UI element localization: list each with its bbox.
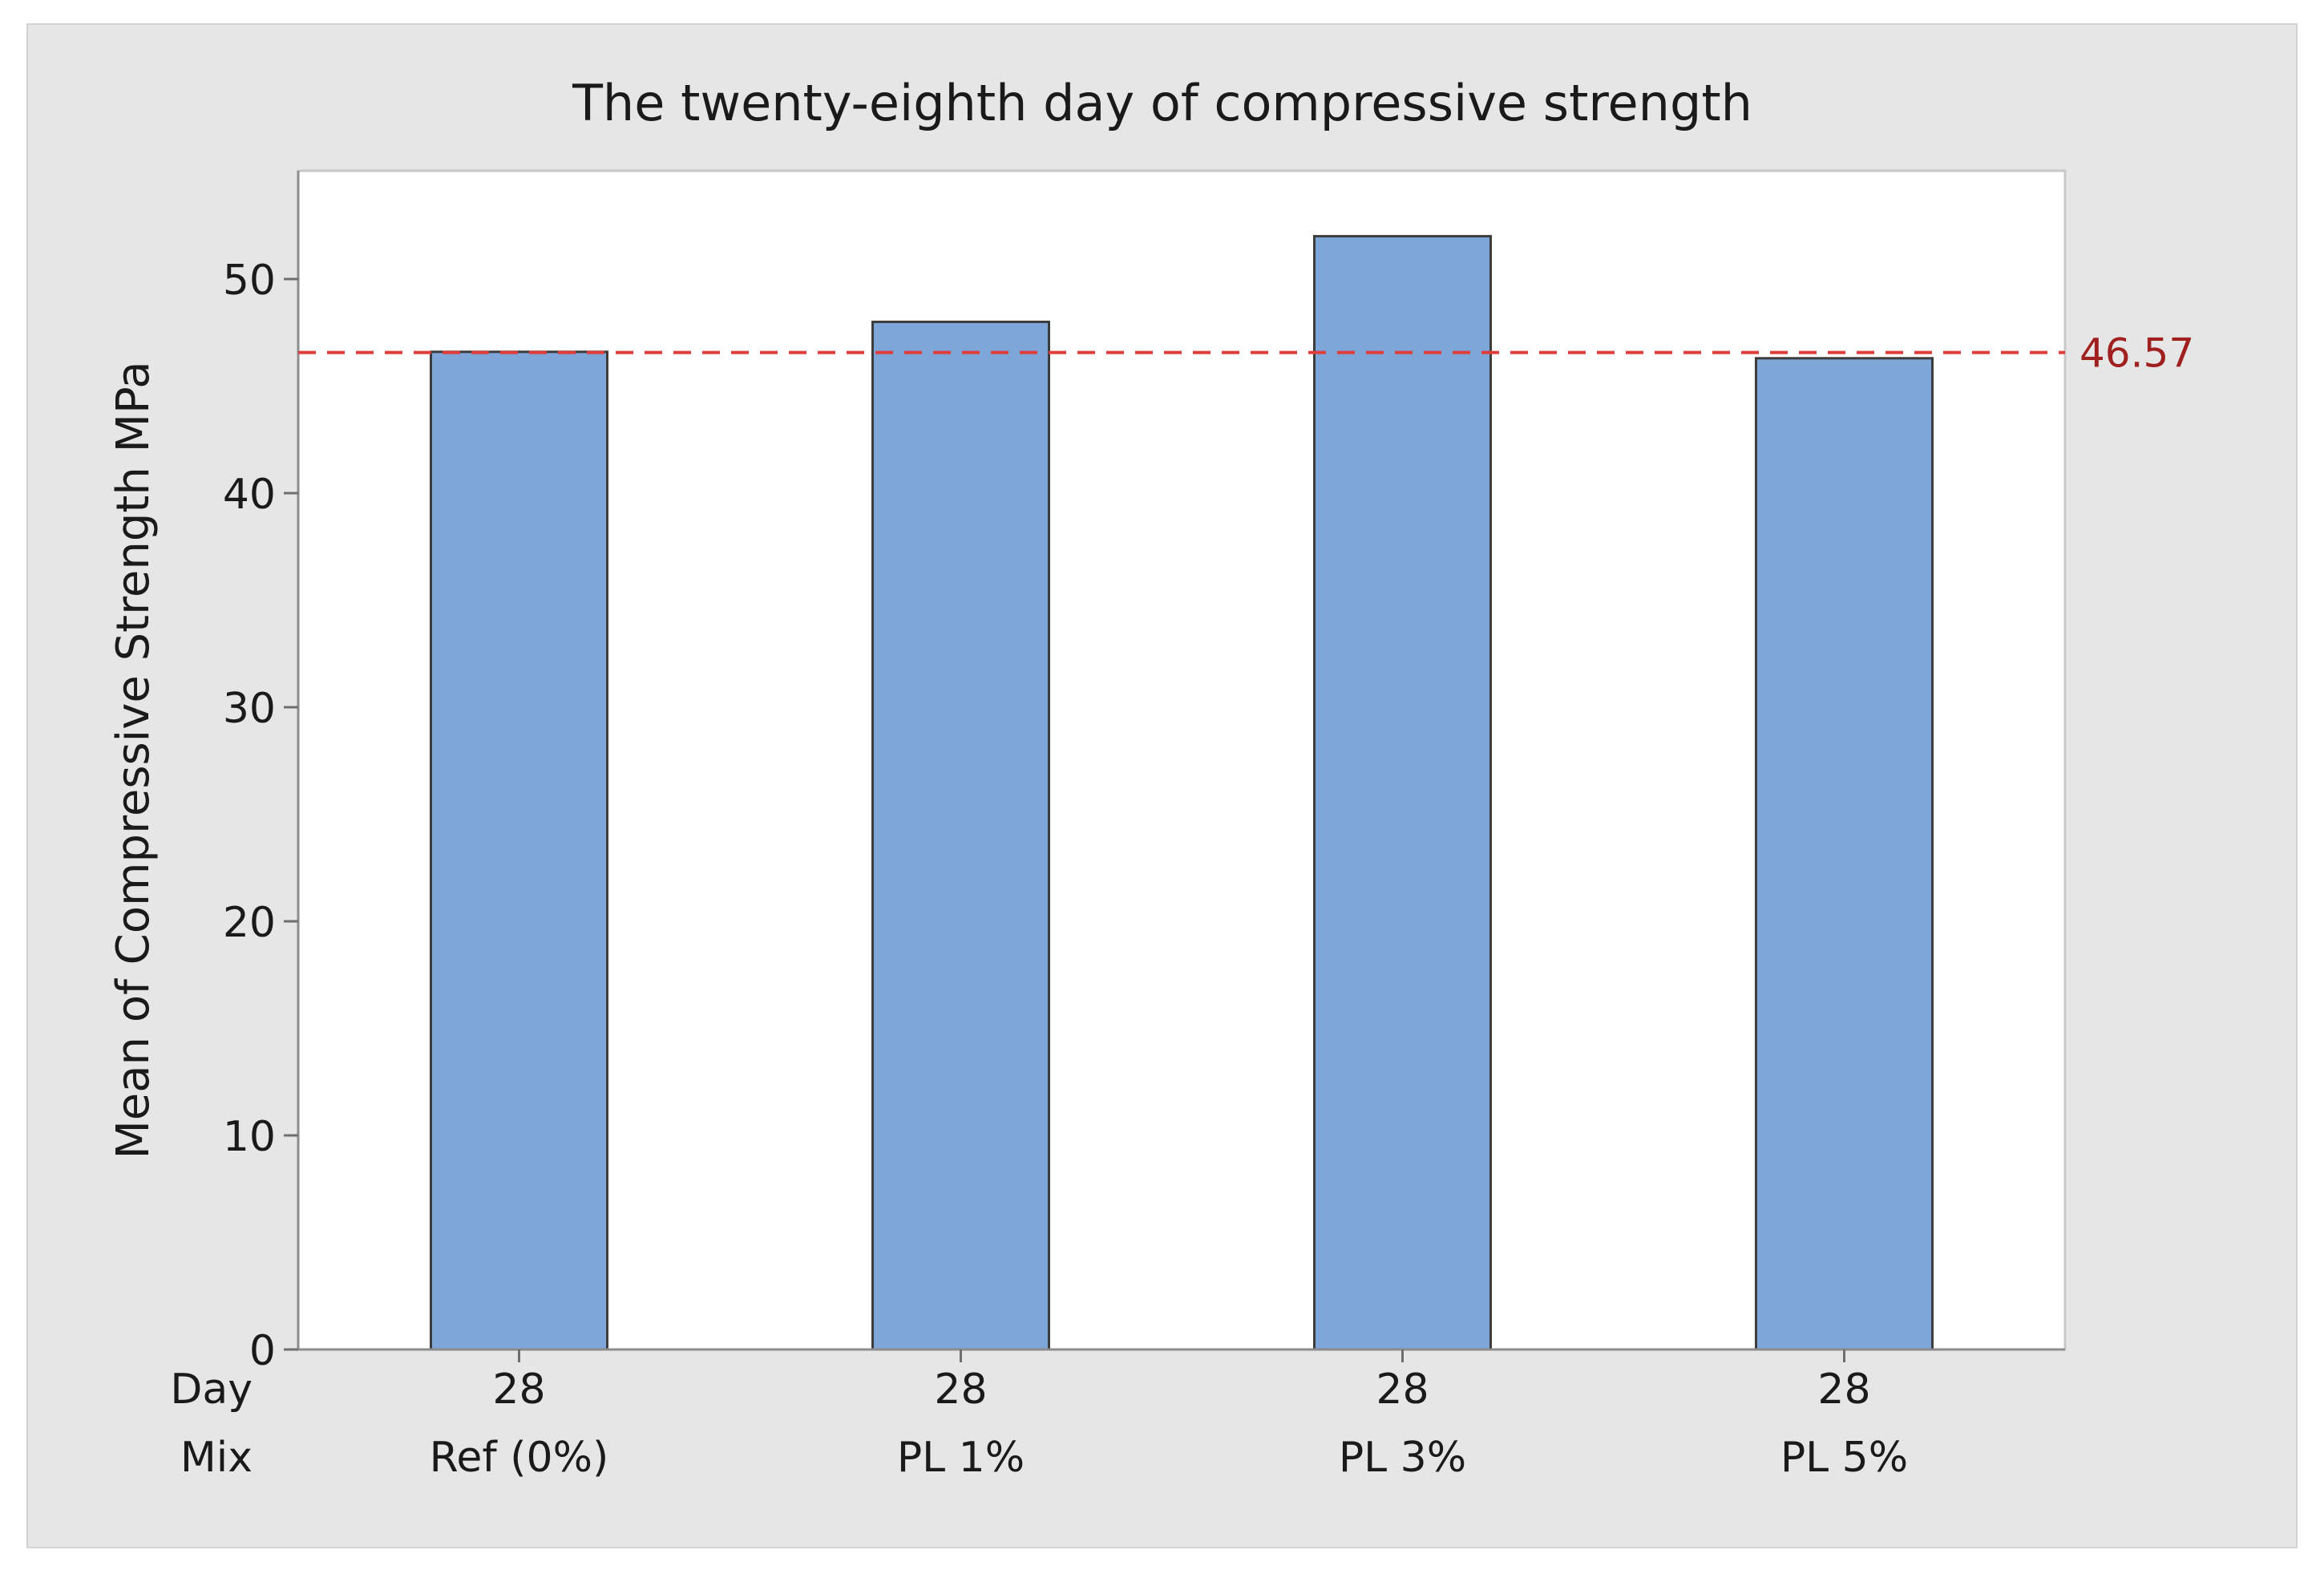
x-tick-label-mix: PL 3%: [1339, 1434, 1466, 1482]
y-tick-label: 40: [223, 471, 276, 519]
x-tick-label-day: 28: [1817, 1366, 1870, 1414]
x-tick-label-day: 28: [1376, 1366, 1429, 1414]
x-tick-label-day: 28: [934, 1366, 987, 1414]
x-tick-label-day: 28: [492, 1366, 545, 1414]
bar-4: [1755, 357, 1934, 1351]
y-tick-label: 20: [223, 899, 276, 947]
x-row-label-mix: Mix: [180, 1434, 253, 1482]
x-row-label-day: Day: [170, 1366, 253, 1414]
y-axis-label: Mean of Compressive Strength MPa: [107, 361, 160, 1159]
bars: [430, 235, 1934, 1351]
y-tick-label: 10: [223, 1113, 276, 1161]
y-tick-label: 30: [223, 685, 276, 733]
bar-3: [1313, 235, 1492, 1351]
x-tick-label-mix: Ref (0%): [430, 1434, 609, 1482]
x-tick-label-mix: PL 5%: [1780, 1434, 1908, 1482]
reference-line-label: 46.57: [2079, 330, 2194, 377]
x-axis: Day Mix 28 Ref (0%) 28 PL 1% 28 PL 3% 28 PL 5%: [170, 1348, 2065, 1482]
y-axis: 0 10 20 30 40 50: [223, 171, 300, 1375]
reference-line-group: 46.57: [298, 330, 2194, 377]
x-tick-label-mix: PL 1%: [897, 1434, 1025, 1482]
y-tick-label: 0: [249, 1327, 276, 1375]
bar-2: [871, 320, 1050, 1351]
y-tick-label: 50: [223, 257, 276, 305]
chart-title: The twenty-eighth day of compressive str…: [572, 74, 1752, 132]
bar-1: [430, 350, 608, 1351]
